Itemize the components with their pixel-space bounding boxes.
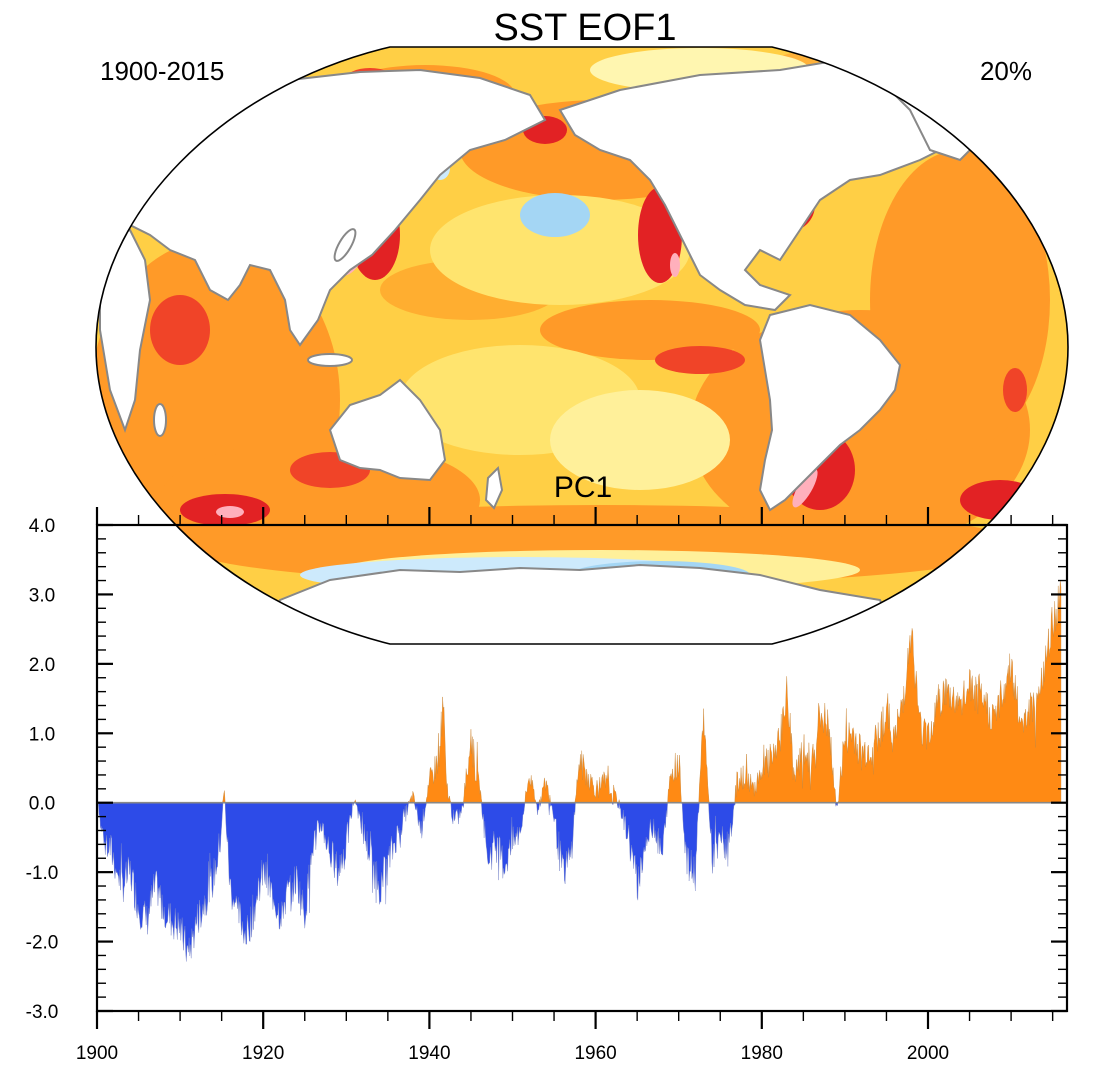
pc1-chart: 1900 1920 1940 1960 1980 2000 -3.0 -2.0 -1.0 0.0… [26,507,1069,1064]
period-label: 1900-2015 [100,56,224,86]
map-field [96,47,1068,644]
y-tick-label--3.0: -3.0 [26,1002,59,1023]
y-tick-label-1.0: 1.0 [29,724,55,745]
africa-landmass [99,228,152,433]
pc1-x-tick-labels: 1900 1920 1940 1960 1980 2000 [76,1043,949,1064]
y-tick-label-2.0: 2.0 [29,655,55,676]
variance-label: 20% [980,56,1032,86]
x-tick-label-1900: 1900 [76,1043,118,1064]
island-indonesia [307,353,353,367]
pc1-y-axis [97,523,1067,1013]
x-tick-label-1940: 1940 [408,1043,450,1064]
map-outline [95,46,1069,645]
y-tick-label-4.0: 4.0 [29,516,55,537]
pc1-negative-area [97,802,1061,962]
y-tick-label--1.0: -1.0 [26,863,59,884]
island-uk [991,135,1009,165]
australia-landmass [328,378,447,482]
y-tick-label-0.0: 0.0 [29,794,55,815]
y-tick-label-3.0: 3.0 [29,585,55,606]
pc1-title: PC1 [554,471,612,504]
x-tick-label-2000: 2000 [907,1043,949,1064]
x-tick-label-1960: 1960 [574,1043,616,1064]
pc1-y-tick-labels: -3.0 -2.0 -1.0 0.0 1.0 2.0 3.0 4.0 [26,516,59,1023]
pc1-plot-frame [95,523,1069,1013]
sst-eof1-map [95,46,1069,645]
figure-title: SST EOF1 [493,7,676,49]
south-america-landmass [758,303,902,512]
new-zealand-landmass [484,465,504,510]
y-tick-label--2.0: -2.0 [26,933,59,954]
island-japan [333,228,357,262]
x-tick-label-1980: 1980 [741,1043,783,1064]
island-madagascar [153,403,167,437]
pc1-x-axis [95,507,1054,1029]
asia-landmass [118,68,547,347]
x-tick-label-1920: 1920 [242,1043,284,1064]
